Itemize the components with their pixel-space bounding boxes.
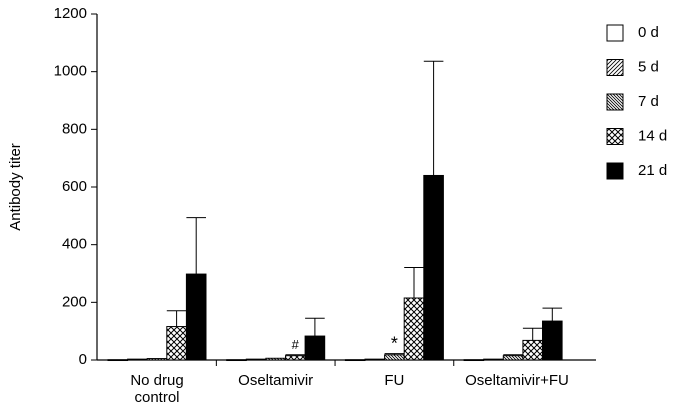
bar <box>226 359 247 362</box>
bar <box>107 359 129 362</box>
legend-swatch <box>606 59 624 76</box>
legend-label: 0 d <box>638 24 659 41</box>
bar <box>463 359 485 362</box>
bar <box>285 355 306 361</box>
bar <box>185 273 207 361</box>
bar <box>522 339 544 361</box>
legend-swatch <box>606 24 624 42</box>
bar <box>502 355 524 361</box>
annotation: # <box>292 337 300 352</box>
y-tick-label: 1200 <box>54 5 87 22</box>
y-tick-label: 800 <box>62 120 87 137</box>
bar <box>403 297 425 361</box>
bar <box>542 320 563 361</box>
legend-label: 21 d <box>638 162 667 179</box>
bar <box>127 358 148 361</box>
bar <box>265 357 286 361</box>
bar <box>344 359 366 362</box>
y-tick-label: 600 <box>62 178 87 195</box>
bar <box>423 174 444 361</box>
x-tick-label: Oseltamivir+FU <box>465 372 569 389</box>
y-tick-label: 200 <box>62 293 87 310</box>
annotation: * <box>391 333 398 353</box>
bar <box>304 335 326 361</box>
x-tick-label: FU <box>384 372 405 389</box>
bar <box>245 358 267 361</box>
legend-swatch <box>606 128 624 145</box>
y-axis-label: Antibody titer <box>7 143 24 231</box>
legend-swatch <box>606 93 624 111</box>
bar <box>384 354 405 361</box>
y-tick-label: 1000 <box>54 63 87 80</box>
legend-label: 7 d <box>638 93 659 110</box>
legend-swatch <box>606 162 624 180</box>
y-tick-label: 400 <box>62 236 87 253</box>
legend-label: 5 d <box>638 58 659 75</box>
bar <box>146 358 168 361</box>
bar <box>364 358 386 361</box>
y-tick-label: 0 <box>79 351 87 368</box>
bar <box>483 358 504 361</box>
legend-label: 14 d <box>638 127 667 144</box>
x-tick-label: No drug control <box>130 372 184 406</box>
bar <box>166 326 187 361</box>
x-tick-label: Oseltamivir <box>238 372 314 389</box>
